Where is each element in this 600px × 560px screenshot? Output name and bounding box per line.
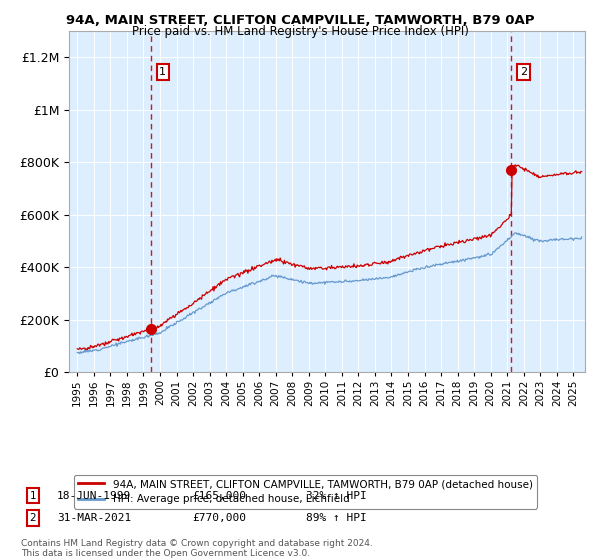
Text: 89% ↑ HPI: 89% ↑ HPI	[306, 513, 367, 523]
Text: 18-JUN-1999: 18-JUN-1999	[57, 491, 131, 501]
Text: 2: 2	[29, 513, 37, 523]
Text: 1: 1	[29, 491, 37, 501]
Text: 2: 2	[520, 67, 527, 77]
Text: £770,000: £770,000	[192, 513, 246, 523]
Text: 32% ↑ HPI: 32% ↑ HPI	[306, 491, 367, 501]
Text: 94A, MAIN STREET, CLIFTON CAMPVILLE, TAMWORTH, B79 0AP: 94A, MAIN STREET, CLIFTON CAMPVILLE, TAM…	[66, 14, 534, 27]
Text: 1: 1	[159, 67, 166, 77]
Text: Price paid vs. HM Land Registry's House Price Index (HPI): Price paid vs. HM Land Registry's House …	[131, 25, 469, 38]
Text: 31-MAR-2021: 31-MAR-2021	[57, 513, 131, 523]
Text: £165,000: £165,000	[192, 491, 246, 501]
Legend: 94A, MAIN STREET, CLIFTON CAMPVILLE, TAMWORTH, B79 0AP (detached house), HPI: Av: 94A, MAIN STREET, CLIFTON CAMPVILLE, TAM…	[74, 475, 537, 508]
Text: Contains HM Land Registry data © Crown copyright and database right 2024.
This d: Contains HM Land Registry data © Crown c…	[21, 539, 373, 558]
